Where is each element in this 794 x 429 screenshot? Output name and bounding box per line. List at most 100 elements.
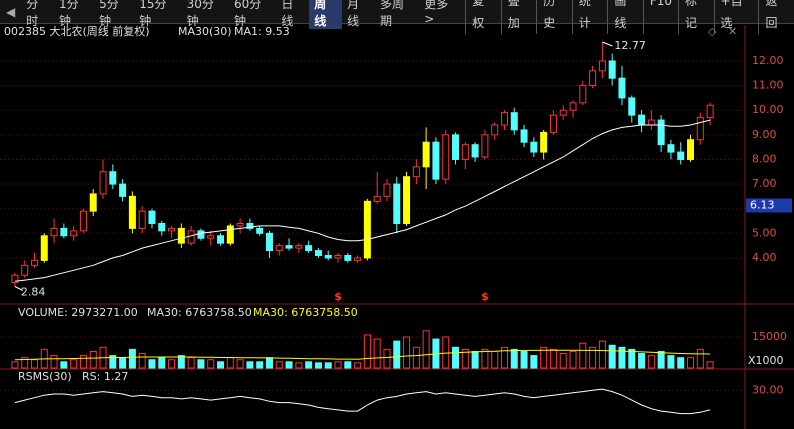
tool-button[interactable]: 统计 [571, 0, 608, 34]
period-tab[interactable]: 分时 [26, 0, 39, 28]
volume-bar [207, 359, 215, 369]
volume-bar [598, 340, 606, 369]
volume-bar [177, 355, 185, 369]
back-arrow[interactable]: ◀ [5, 4, 16, 19]
candle-body [383, 183, 391, 197]
y-tick-label: 8.00 [752, 152, 777, 165]
candle-body [667, 144, 675, 153]
diamond-icon[interactable]: ◇ [708, 25, 717, 38]
volume-bar [422, 330, 430, 369]
period-tab[interactable]: 1分钟 [59, 0, 79, 28]
candle-body [510, 112, 518, 131]
period-tab[interactable]: 月线 [347, 0, 360, 28]
tool-button[interactable]: 叠加 [500, 0, 537, 34]
candle-body [109, 171, 117, 185]
candle-body [314, 250, 322, 256]
volume-bar [197, 359, 205, 369]
volume-bar [158, 357, 166, 369]
volume-bar [540, 346, 548, 369]
candle-body [687, 139, 695, 160]
volume-bar [412, 346, 420, 369]
tool-button[interactable]: 标记 [678, 0, 714, 34]
close-icon[interactable]: ✕ [728, 25, 737, 38]
candle-body [530, 141, 538, 153]
period-tab[interactable]: 15分钟 [139, 0, 167, 28]
period-tab[interactable]: 多周期 [379, 0, 404, 28]
period-tab[interactable]: 日线 [281, 0, 294, 28]
tool-button[interactable]: 画线 [607, 0, 643, 34]
candle-body [295, 245, 303, 249]
tool-buttons: 复权 叠加 历史 统计 画线 F10 标记 +自选 返回 [465, 0, 794, 34]
volume-bar [314, 362, 322, 369]
indicator-value: MA1: 9.53 [234, 25, 290, 38]
period-tab[interactable]: 更多 > [424, 0, 449, 26]
candle-body [11, 274, 19, 284]
candle-body [540, 131, 548, 153]
volume-bar [295, 362, 303, 369]
candle-body [677, 151, 685, 160]
volume-bar [344, 361, 352, 369]
volume-bar [168, 359, 176, 369]
y-tick-label: 15000 [752, 330, 787, 343]
volume-bar [471, 350, 479, 369]
tool-button[interactable]: +自选 [713, 0, 759, 34]
y-tick-label: 30.00 [752, 383, 784, 396]
y-tick-label: 11.00 [752, 79, 784, 92]
volume-bar [520, 350, 528, 369]
period-tab[interactable]: 周线 [309, 0, 343, 29]
candle-body [285, 245, 293, 249]
volume-bar [687, 357, 695, 369]
volume-bar [11, 361, 19, 369]
tool-button[interactable]: 历史 [536, 0, 572, 34]
candle-body [559, 109, 567, 116]
tool-button[interactable]: 复权 [465, 0, 501, 34]
candle-body [246, 222, 254, 229]
volume-bar [324, 362, 332, 369]
candle-body [363, 200, 371, 259]
volume-ma: MA30: 6763758.50 [253, 306, 358, 319]
candle-body [324, 254, 332, 259]
period-tab[interactable]: 60分钟 [234, 0, 262, 28]
candle-body [168, 227, 176, 232]
candle-body [657, 119, 665, 146]
period-tab[interactable]: 5分钟 [99, 0, 119, 28]
candle-body [158, 222, 166, 232]
candle-body [334, 254, 342, 259]
candle-body [79, 210, 87, 232]
candle-body [608, 60, 616, 79]
volume-bar [334, 361, 342, 369]
y-tick-label: 4.00 [752, 251, 777, 264]
volume-bar [265, 357, 273, 369]
y-tick-label: 10.00 [752, 103, 784, 116]
candle-body [99, 171, 107, 195]
volume-bar [461, 348, 469, 369]
candle-body [226, 225, 234, 244]
candle-body [119, 183, 127, 197]
tool-button[interactable]: F10 [642, 0, 678, 34]
candle-body [481, 134, 489, 158]
period-tab[interactable]: 30分钟 [186, 0, 214, 28]
volume-bar [393, 340, 401, 369]
volume-bar [696, 348, 704, 369]
period-tabs: 分时 1分钟 5分钟 15分钟 30分钟 60分钟 日线 周线 月线 多周期 更多 > [21, 0, 465, 29]
volume-bar [236, 359, 244, 369]
candle-body [618, 77, 626, 99]
toolbar: ◀ 分时 1分钟 5分钟 15分钟 30分钟 60分钟 日线 周线 月线 多周期 更多 > 复权 叠加… [0, 0, 794, 34]
candle-body [148, 210, 156, 224]
volume-bar [383, 348, 391, 369]
volume-bar [138, 353, 146, 369]
candle-body [70, 230, 78, 237]
candle-body [187, 230, 195, 244]
volume-bar [354, 362, 362, 369]
volume-bar [217, 361, 225, 369]
candle-body [275, 245, 283, 252]
candle-body [422, 141, 430, 168]
candle-body [217, 235, 225, 244]
tool-button[interactable]: 返回 [758, 0, 794, 34]
volume-bar [569, 350, 577, 369]
candle-body [647, 119, 655, 126]
volume-unit: X1000 [748, 354, 784, 367]
y-tick-label: 9.00 [752, 128, 777, 141]
indicator-name: MA30(30) [178, 25, 232, 38]
volume-bar [403, 336, 411, 369]
